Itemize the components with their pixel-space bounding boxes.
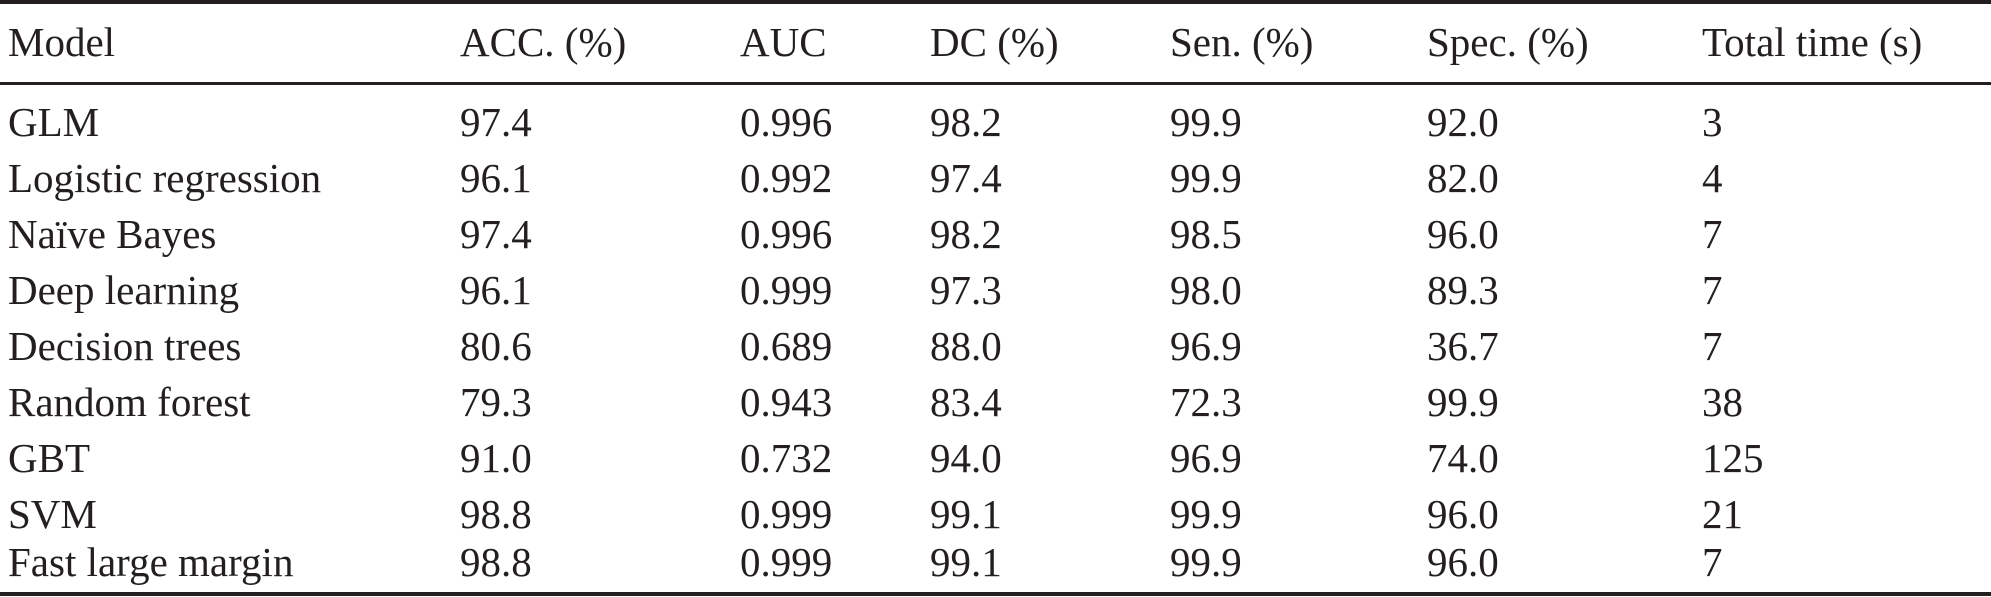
cell-accuracy: 97.4 (460, 99, 532, 145)
cell-accuracy: 98.8 (460, 491, 532, 537)
table-row: Logistic regression 96.1 0.992 97.4 99.9… (0, 150, 1991, 206)
cell-sensitivity: 96.9 (1170, 435, 1242, 481)
header-accuracy: ACC. (%) (460, 19, 627, 65)
cell-sensitivity: 99.9 (1170, 99, 1242, 145)
cell-dice-coefficient: 99.1 (930, 539, 1002, 585)
cell-dice-coefficient: 83.4 (930, 379, 1002, 425)
cell-model: Random forest (8, 379, 251, 425)
cell-sensitivity: 99.9 (1170, 155, 1242, 201)
cell-sensitivity: 98.5 (1170, 211, 1242, 257)
header-specificity: Spec. (%) (1427, 19, 1589, 65)
table-bottom-rule (0, 592, 1991, 596)
cell-specificity: 96.0 (1427, 211, 1499, 257)
table-row: Fast large margin 98.8 0.999 99.1 99.9 9… (0, 534, 1991, 590)
cell-total-time: 7 (1702, 539, 1723, 585)
cell-auc: 0.992 (740, 155, 833, 201)
header-model: Model (8, 19, 116, 65)
cell-accuracy: 96.1 (460, 267, 532, 313)
cell-sensitivity: 98.0 (1170, 267, 1242, 313)
cell-total-time: 3 (1702, 99, 1723, 145)
cell-specificity: 82.0 (1427, 155, 1499, 201)
cell-auc: 0.999 (740, 491, 833, 537)
cell-total-time: 21 (1702, 491, 1743, 537)
cell-model: Fast large margin (8, 539, 294, 585)
cell-specificity: 99.9 (1427, 379, 1499, 425)
header-dice-coefficient: DC (%) (930, 19, 1059, 65)
cell-dice-coefficient: 98.2 (930, 211, 1002, 257)
table-row: GLM 97.4 0.996 98.2 99.9 92.0 3 (0, 94, 1991, 150)
cell-accuracy: 96.1 (460, 155, 532, 201)
cell-model: GBT (8, 435, 90, 481)
table-top-rule (0, 0, 1991, 4)
cell-dice-coefficient: 98.2 (930, 99, 1002, 145)
cell-auc: 0.732 (740, 435, 833, 481)
cell-dice-coefficient: 99.1 (930, 491, 1002, 537)
cell-sensitivity: 96.9 (1170, 323, 1242, 369)
cell-model: Logistic regression (8, 155, 322, 201)
cell-sensitivity: 72.3 (1170, 379, 1242, 425)
cell-specificity: 89.3 (1427, 267, 1499, 313)
cell-model: Decision trees (8, 323, 242, 369)
cell-sensitivity: 99.9 (1170, 539, 1242, 585)
table-row: SVM 98.8 0.999 99.1 99.9 96.0 21 (0, 486, 1991, 542)
table-row: Random forest 79.3 0.943 83.4 72.3 99.9 … (0, 374, 1991, 430)
cell-model: Naïve Bayes (8, 211, 217, 257)
cell-sensitivity: 99.9 (1170, 491, 1242, 537)
cell-total-time: 38 (1702, 379, 1743, 425)
header-auc: AUC (740, 19, 827, 65)
cell-auc: 0.996 (740, 99, 833, 145)
cell-auc: 0.689 (740, 323, 833, 369)
cell-accuracy: 97.4 (460, 211, 532, 257)
table-row: Naïve Bayes 97.4 0.996 98.2 98.5 96.0 7 (0, 206, 1991, 262)
cell-accuracy: 79.3 (460, 379, 532, 425)
cell-total-time: 7 (1702, 323, 1723, 369)
cell-dice-coefficient: 97.4 (930, 155, 1002, 201)
table-header-rule (0, 82, 1991, 85)
cell-specificity: 96.0 (1427, 491, 1499, 537)
cell-accuracy: 91.0 (460, 435, 532, 481)
cell-auc: 0.999 (740, 539, 833, 585)
table-row: GBT 91.0 0.732 94.0 96.9 74.0 125 (0, 430, 1991, 486)
cell-dice-coefficient: 94.0 (930, 435, 1002, 481)
header-sensitivity: Sen. (%) (1170, 19, 1314, 65)
cell-auc: 0.943 (740, 379, 833, 425)
table-row: Decision trees 80.6 0.689 88.0 96.9 36.7… (0, 318, 1991, 374)
header-total-time: Total time (s) (1702, 19, 1923, 65)
cell-specificity: 96.0 (1427, 539, 1499, 585)
cell-model: Deep learning (8, 267, 240, 313)
cell-specificity: 74.0 (1427, 435, 1499, 481)
cell-dice-coefficient: 97.3 (930, 267, 1002, 313)
cell-accuracy: 80.6 (460, 323, 532, 369)
cell-specificity: 36.7 (1427, 323, 1499, 369)
table-header-row: Model ACC. (%) AUC DC (%) Sen. (%) Spec.… (0, 14, 1991, 70)
cell-total-time: 7 (1702, 267, 1723, 313)
cell-model: SVM (8, 491, 97, 537)
cell-model: GLM (8, 99, 100, 145)
cell-dice-coefficient: 88.0 (930, 323, 1002, 369)
cell-auc: 0.996 (740, 211, 833, 257)
cell-accuracy: 98.8 (460, 539, 532, 585)
cell-total-time: 125 (1702, 435, 1764, 481)
cell-auc: 0.999 (740, 267, 833, 313)
cell-total-time: 4 (1702, 155, 1723, 201)
cell-specificity: 92.0 (1427, 99, 1499, 145)
table-row: Deep learning 96.1 0.999 97.3 98.0 89.3 … (0, 262, 1991, 318)
cell-total-time: 7 (1702, 211, 1723, 257)
